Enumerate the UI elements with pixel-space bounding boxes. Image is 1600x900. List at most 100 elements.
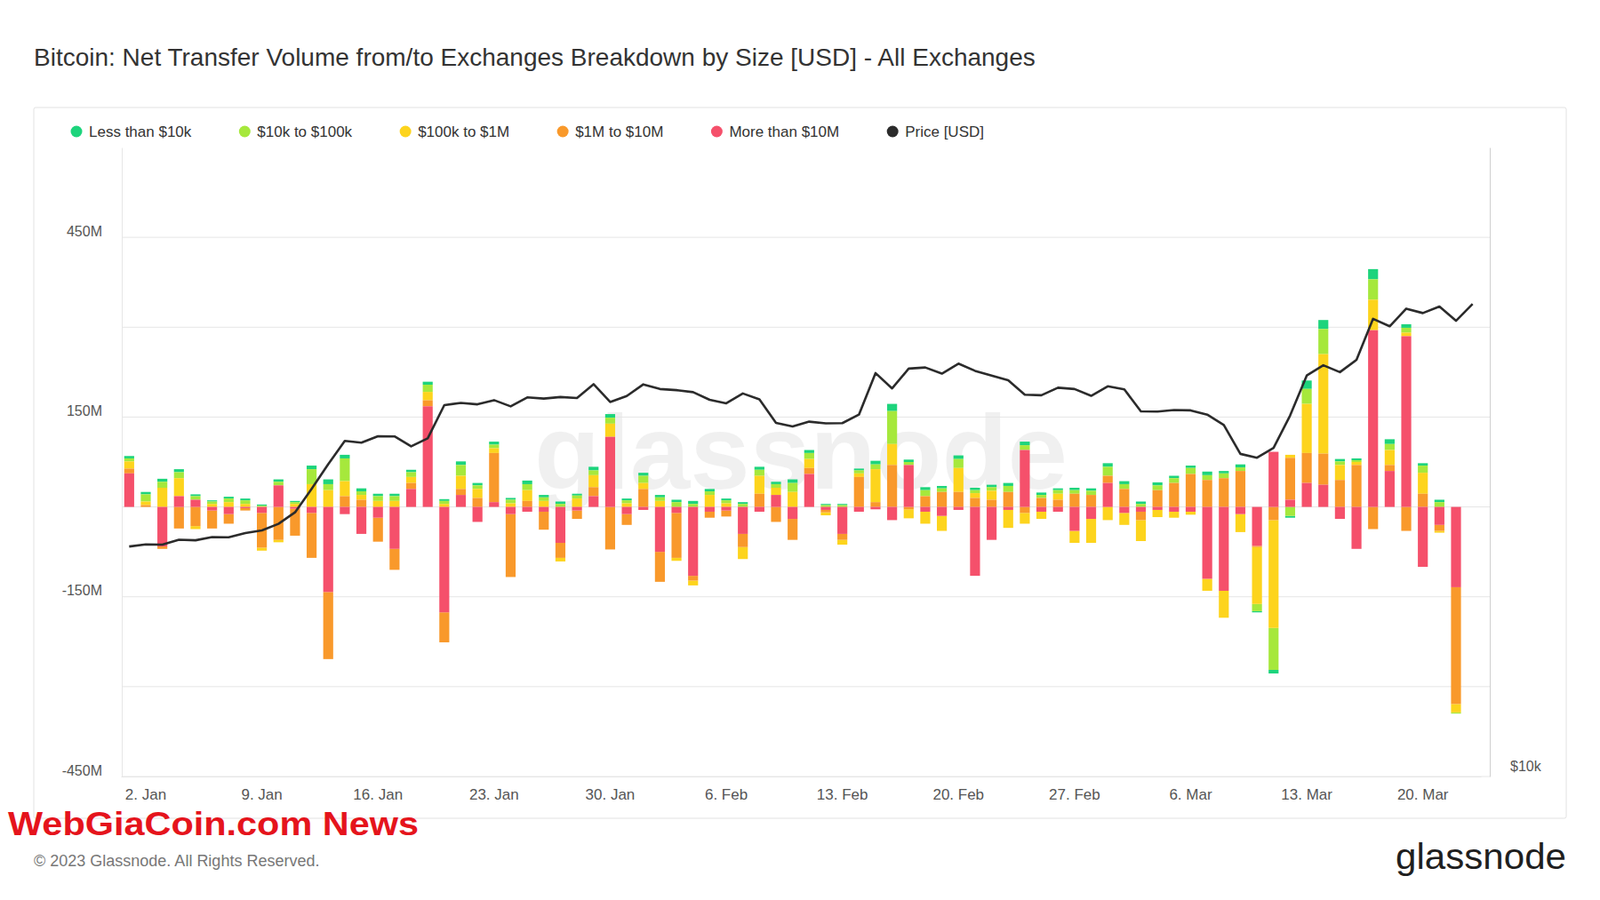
bar-segment xyxy=(273,485,284,507)
bar-segment xyxy=(306,507,317,514)
bar-segment xyxy=(1384,464,1395,472)
bar-segment xyxy=(588,487,599,496)
bar-segment xyxy=(1069,490,1080,495)
bar-segment xyxy=(754,494,765,508)
bar-segment xyxy=(1185,512,1196,515)
grid-line xyxy=(121,237,1490,239)
chart-frame xyxy=(33,107,1567,819)
bar-segment xyxy=(1368,279,1378,300)
bar-segment xyxy=(373,494,384,497)
bar-segment xyxy=(1019,512,1030,524)
bar-segment xyxy=(737,547,748,560)
bar-segment xyxy=(456,461,466,465)
bar-segment xyxy=(904,509,914,519)
bar-segment xyxy=(224,498,234,503)
y2-axis-line xyxy=(1489,148,1491,778)
bar-segment xyxy=(1318,320,1328,329)
bar-segment xyxy=(157,479,168,482)
bar-segment xyxy=(1152,510,1163,518)
bar-segment xyxy=(1417,494,1428,508)
chart-title: Bitcoin: Net Transfer Volume from/to Exc… xyxy=(33,43,1036,72)
bar-segment xyxy=(538,497,549,502)
bar-segment xyxy=(273,540,284,544)
bar-segment xyxy=(1103,463,1113,467)
bar-segment xyxy=(1136,504,1146,507)
x-tick: 13. Mar xyxy=(1280,786,1333,804)
bar-segment xyxy=(1168,512,1179,519)
bar-segment xyxy=(1417,463,1428,466)
bar-segment xyxy=(588,470,599,475)
bar-segment xyxy=(1019,450,1030,508)
bar-segment xyxy=(1202,578,1213,591)
bar-segment xyxy=(124,473,135,508)
bar-segment xyxy=(406,477,416,484)
bar-segment xyxy=(671,507,681,514)
bar-segment xyxy=(356,488,367,492)
bar-segment xyxy=(787,483,798,493)
bar-segment xyxy=(273,480,284,483)
bar-segment xyxy=(953,492,964,508)
bar-segment xyxy=(423,384,433,392)
bar-segment xyxy=(555,507,566,544)
x-tick-label: 6. Mar xyxy=(1168,786,1213,804)
bar-segment xyxy=(1268,520,1279,628)
bar-segment xyxy=(472,507,483,523)
bar-segment xyxy=(423,382,433,385)
bar-segment xyxy=(770,484,781,488)
bar-segment xyxy=(439,612,449,643)
bar-segment xyxy=(190,494,200,496)
bar-segment xyxy=(1069,494,1080,508)
legend-item: $1M to $10M xyxy=(557,123,664,141)
bar-segment xyxy=(936,488,947,493)
bar-segment xyxy=(1119,488,1129,507)
bar-segment xyxy=(638,472,648,476)
bar-segment xyxy=(1235,507,1246,515)
bar-segment xyxy=(1434,499,1445,503)
bar-segment xyxy=(986,499,997,507)
bar-segment xyxy=(306,512,317,559)
bar-segment xyxy=(953,468,964,493)
bar-segment xyxy=(1235,464,1246,468)
bar-segment xyxy=(356,499,367,507)
bar-segment xyxy=(920,512,930,524)
bar-segment xyxy=(1036,512,1047,520)
bar-segment xyxy=(638,488,648,507)
bar-segment xyxy=(720,498,731,501)
bar-segment xyxy=(588,475,599,488)
bar-segment xyxy=(770,495,781,507)
bar-segment xyxy=(1019,445,1030,450)
bar-segment xyxy=(588,496,599,507)
bar-segment xyxy=(1086,488,1096,492)
bar-segment xyxy=(1400,324,1411,328)
bar-segment xyxy=(1152,482,1163,486)
bar-segment xyxy=(986,490,997,500)
bar-segment xyxy=(1003,510,1014,528)
bar-segment xyxy=(488,444,499,448)
bar-segment xyxy=(638,483,648,490)
bar-segment xyxy=(1103,476,1113,484)
x-tick: 20. Feb xyxy=(932,786,984,804)
x-tick-label: 13. Mar xyxy=(1280,786,1333,804)
bar-segment xyxy=(1384,439,1395,444)
bar-segment xyxy=(904,459,914,463)
bar-segment xyxy=(754,476,765,495)
bar-segment xyxy=(505,514,516,578)
legend-item: $10k to $100k xyxy=(239,123,353,141)
bar-segment xyxy=(1003,483,1014,487)
bar-segment xyxy=(1119,481,1129,485)
legend-label: $10k to $100k xyxy=(256,123,352,141)
bar-segment xyxy=(787,519,798,541)
bar-segment xyxy=(671,512,681,559)
legend-item: Less than $10k xyxy=(71,123,192,141)
bar-segment xyxy=(1417,465,1428,473)
bar-segment xyxy=(1351,460,1361,463)
bar-segment xyxy=(207,504,217,507)
bar-segment xyxy=(456,464,466,476)
bar-segment xyxy=(655,495,665,498)
bar-segment xyxy=(969,488,980,491)
bar-segment xyxy=(389,501,400,508)
bar-segment xyxy=(854,468,864,471)
bar-segment xyxy=(488,448,499,453)
bar-segment xyxy=(174,469,184,472)
bar-segment xyxy=(720,511,731,518)
